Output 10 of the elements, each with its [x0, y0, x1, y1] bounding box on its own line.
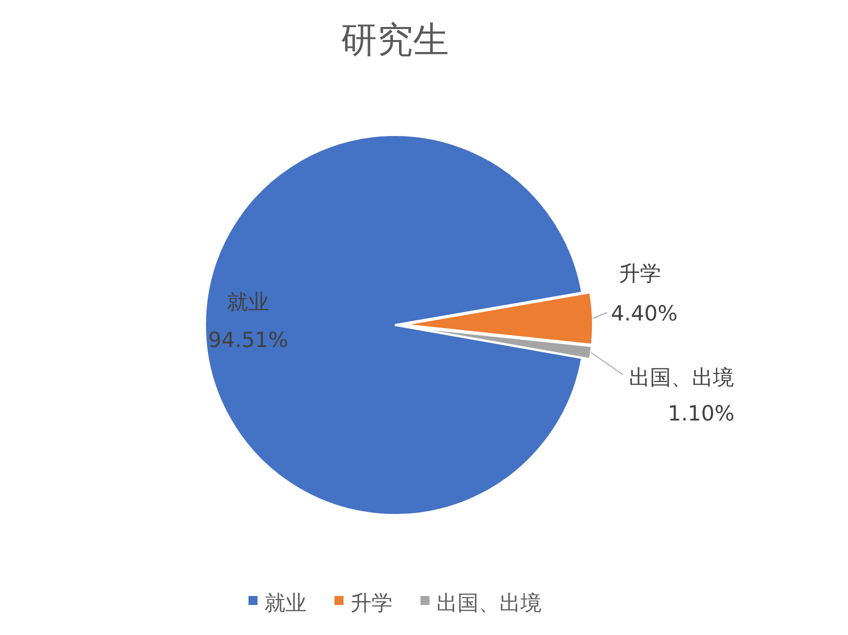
slice-label: 就业	[227, 290, 270, 314]
legend-label: 升学	[350, 591, 392, 615]
data-label: 94.51%	[208, 328, 288, 352]
slice-label: 出国、出境	[629, 366, 734, 390]
data-label: 1.10%	[668, 402, 734, 426]
slice-label: 升学	[618, 262, 661, 286]
legend-label: 就业	[264, 591, 306, 615]
data-label: 4.40%	[610, 302, 678, 326]
chart-title: 研究生	[341, 20, 449, 61]
legend-label: 出国、出境	[436, 591, 542, 615]
